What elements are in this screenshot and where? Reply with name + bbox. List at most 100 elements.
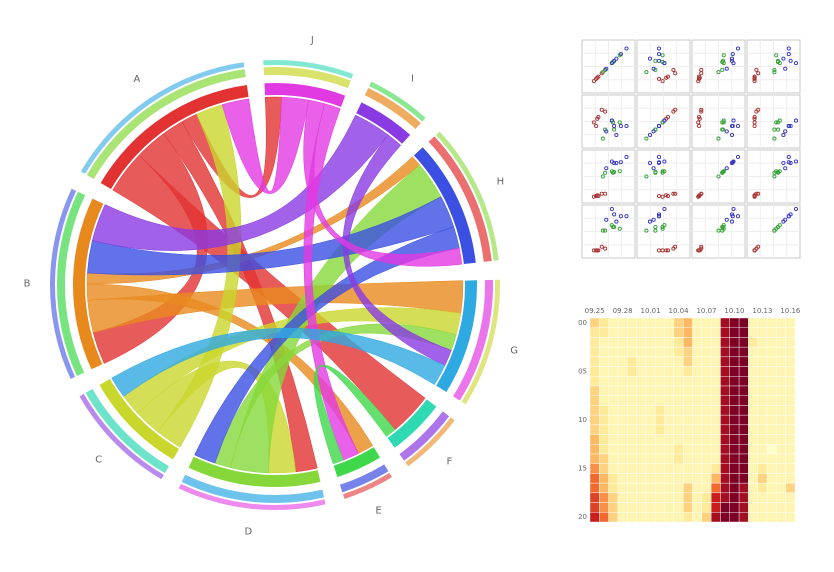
heat-cell: [636, 346, 647, 358]
scatter-point: [729, 212, 735, 217]
scatter-point: [647, 132, 653, 138]
heat-cell: [757, 453, 768, 464]
scatter-point: [721, 169, 726, 174]
heat-cell: [664, 434, 675, 445]
heat-cell: [673, 512, 684, 523]
heat-cell: [617, 414, 628, 426]
scatter-point: [671, 191, 676, 196]
scatter-point: [729, 56, 735, 61]
heat-cell: [757, 395, 768, 406]
heat-cell: [729, 473, 740, 484]
heat-cell: [664, 395, 675, 406]
heat-cell: [757, 414, 768, 426]
heat-cell: [710, 463, 721, 474]
scatter-point: [612, 160, 617, 166]
heat-cell: [617, 502, 628, 513]
heat-cell: [738, 473, 749, 484]
heat-cell: [710, 346, 721, 358]
heat-cell: [710, 376, 721, 387]
heat-cell: [720, 424, 730, 435]
heat-cell: [748, 492, 758, 503]
heat-cell: [738, 502, 749, 513]
heat-cell: [748, 512, 758, 523]
heat-cell: [673, 317, 684, 328]
outer-ring: [79, 393, 164, 480]
heat-cell: [710, 482, 721, 494]
scatter-point: [591, 79, 596, 84]
heat-cell: [617, 376, 628, 387]
heat-cell: [729, 453, 740, 464]
heat-cell: [589, 434, 600, 445]
heat-cell: [673, 356, 684, 367]
heat-cell: [636, 376, 647, 387]
heat-cell: [655, 327, 665, 338]
heat-cell: [664, 346, 675, 358]
scatter-point: [603, 246, 608, 251]
heat-cell: [655, 424, 665, 435]
scatter-point: [656, 212, 662, 217]
scatter-point: [656, 160, 662, 166]
heat-cell: [682, 434, 693, 445]
scatter-point: [614, 132, 619, 138]
heat-cell: [673, 434, 684, 445]
heat-cell: [738, 327, 749, 338]
heat-cell: [785, 502, 796, 513]
scatter-point: [756, 191, 761, 196]
heat-cell: [589, 395, 600, 406]
scatter-point: [656, 58, 662, 63]
scatter-point: [729, 160, 735, 166]
heat-cell: [692, 444, 703, 455]
heat-cell: [608, 405, 619, 416]
heat-cell: [664, 424, 675, 435]
scatter-point: [599, 107, 604, 112]
heat-cell: [599, 366, 609, 377]
chord-arc: [356, 102, 411, 144]
heat-cell: [720, 395, 730, 406]
heat-cell: [757, 502, 768, 513]
heat-cell: [710, 395, 721, 406]
heat-cell: [645, 463, 656, 474]
scatter-point: [644, 228, 649, 233]
scatter-point: [724, 66, 729, 71]
heat-cell: [692, 395, 703, 406]
scatter-point: [604, 129, 609, 134]
heat-cell: [766, 463, 777, 474]
heat-cell: [645, 502, 656, 513]
heat-cell: [655, 492, 665, 503]
heat-cell: [645, 395, 656, 406]
heat-cell: [682, 356, 693, 367]
heat-cell: [748, 434, 758, 445]
heat-cell: [748, 366, 758, 377]
heat-cell: [701, 376, 712, 387]
heat-cell: [701, 444, 712, 455]
heat-cell: [701, 356, 712, 367]
heat-cell: [729, 444, 740, 455]
heat-cell: [785, 376, 796, 387]
heat-cell: [608, 502, 619, 513]
heat-cell: [720, 492, 730, 503]
heat-cell: [608, 492, 619, 503]
scatter-point: [788, 58, 793, 63]
heat-cell: [608, 424, 619, 435]
heat-cell: [599, 356, 609, 367]
heat-cell: [757, 512, 768, 523]
heat-cell: [589, 327, 600, 338]
chord-ribbon: [221, 96, 310, 194]
heat-cell: [692, 424, 703, 435]
heat-cell: [645, 444, 656, 455]
segment-label: H: [497, 177, 505, 188]
outer-ring: [181, 474, 325, 503]
heat-cell: [655, 453, 665, 464]
heat-cell: [776, 376, 786, 387]
scatter-point: [647, 219, 653, 224]
heat-cell: [692, 327, 703, 338]
heat-cell: [710, 414, 721, 426]
scatter-point: [662, 223, 667, 228]
scatter-point: [721, 61, 726, 66]
heat-cell: [655, 356, 665, 367]
heat-cell: [766, 502, 777, 513]
y-tick-label: 05: [578, 367, 587, 375]
chord-ribbon: [314, 364, 396, 465]
scatter-point: [609, 118, 614, 123]
scatter-point: [656, 154, 662, 160]
